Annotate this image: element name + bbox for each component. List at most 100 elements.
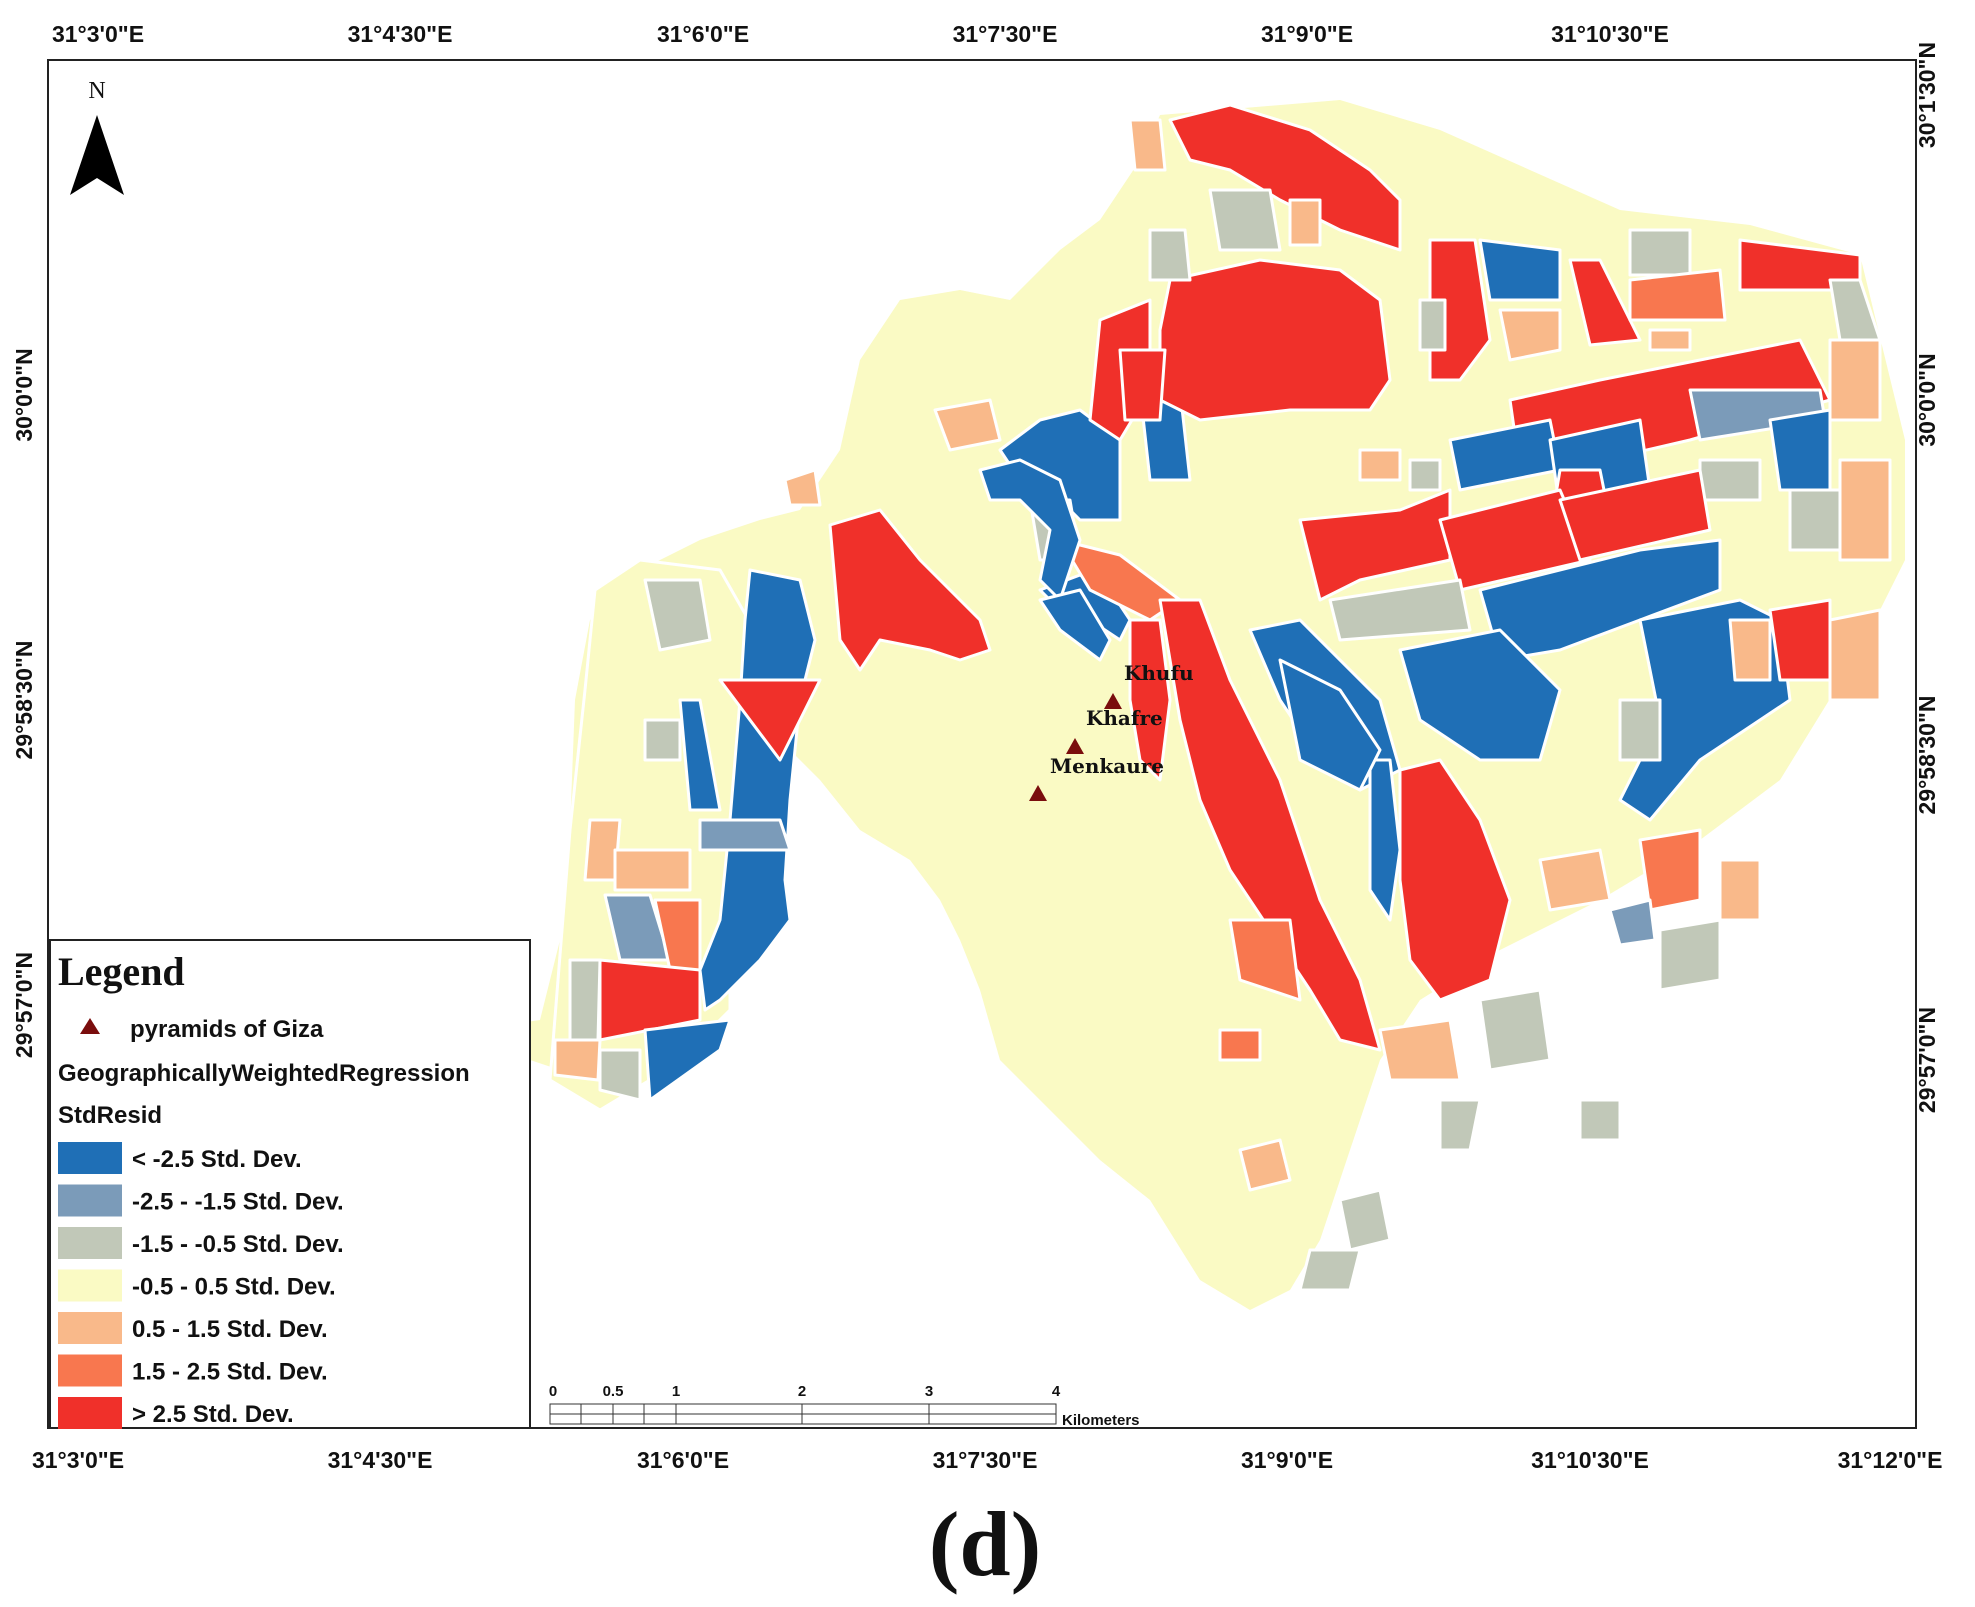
- legend-class-label: 1.5 - 2.5 Std. Dev.: [132, 1359, 328, 1386]
- north-arrow-label: N: [88, 78, 105, 104]
- district-blue-canal: [978, 458, 1082, 602]
- north-arrow-icon: [70, 115, 124, 195]
- north-arrow: N: [70, 78, 124, 195]
- pyramid-label-menkaure: Menkaure: [1050, 754, 1164, 778]
- district-se-salmon: [1638, 828, 1702, 912]
- legend-class-label: > 2.5 Std. Dev.: [132, 1401, 294, 1428]
- left-lat-label: 29°58'30"N: [11, 641, 37, 760]
- district-mid-orange-4: [1828, 608, 1882, 702]
- bottom-lon-label: 31°10'30"E: [1531, 1447, 1649, 1473]
- legend-point-layer: pyramids of Giza: [130, 1016, 324, 1043]
- district-diagonal-red: [1158, 598, 1382, 1052]
- left-latitude-labels: 30°0'0"N 29°58'30"N 29°57'0"N: [11, 348, 37, 1058]
- pyramid-marker-khufu[interactable]: [1104, 693, 1122, 709]
- district-east-blue-3: [1768, 408, 1832, 492]
- district-se-gray: [1478, 988, 1552, 1072]
- legend-swatch: [58, 1269, 122, 1302]
- district-se-steel: [1608, 898, 1657, 947]
- district-east-gray-3: [1788, 488, 1842, 552]
- scale-bar-tick-label: 0: [549, 1383, 557, 1400]
- legend-class-label: < -2.5 Std. Dev.: [132, 1146, 302, 1173]
- legend-class-label: -2.5 - -1.5 Std. Dev.: [132, 1189, 344, 1216]
- district-se-gray-4: [1338, 1188, 1392, 1252]
- right-lat-label: 29°57'0"N: [1914, 1007, 1940, 1113]
- district-north-gray-2: [1148, 228, 1192, 282]
- legend-class-label: -1.5 - -0.5 Std. Dev.: [132, 1231, 344, 1258]
- district-se-orange-4: [1238, 1138, 1292, 1192]
- district-se-gray-3: [1578, 1098, 1622, 1142]
- legend-swatch: [58, 1142, 122, 1174]
- legend-swatch: [58, 1184, 122, 1217]
- district-central-orange-2: [933, 398, 1002, 452]
- district-ne-orange-2: [1628, 268, 1727, 322]
- top-lon-label: 31°7'30"E: [953, 21, 1058, 47]
- district-west-gray-3: [568, 958, 602, 1042]
- top-lon-label: 31°6'0"E: [657, 21, 749, 47]
- scale-bar-tick-label: 3: [925, 1383, 933, 1400]
- district-se-orange-3: [1718, 858, 1762, 922]
- top-lon-label: 31°3'0"E: [52, 21, 144, 47]
- pyramids-layer: Khufu Khafre Menkaure: [1029, 661, 1194, 801]
- district-mid-gray-3: [1618, 698, 1662, 762]
- district-west-blue-2: [643, 1018, 732, 1102]
- legend-layer-name: GeographicallyWeightedRegression: [58, 1060, 470, 1087]
- district-ne-orange-3: [1648, 328, 1692, 352]
- district-se-gray-6: [1438, 1098, 1482, 1152]
- district-central-orange: [783, 468, 822, 507]
- district-se-orange: [1378, 1018, 1462, 1082]
- district-west-gray: [643, 578, 712, 652]
- district-north-gray: [1208, 188, 1282, 252]
- district-central-red: [828, 508, 992, 672]
- district-west-red-triangle: [718, 678, 822, 762]
- district-ne-gray-2: [1628, 228, 1692, 277]
- legend-box: [49, 939, 531, 1429]
- district-west-orange-3: [553, 1038, 602, 1082]
- bottom-longitude-labels: 31°3'0"E 31°4'30"E 31°6'0"E 31°7'30"E 31…: [32, 1447, 1942, 1473]
- district-mid-blue-3: [1398, 628, 1562, 762]
- bottom-lon-label: 31°6'0"E: [637, 1447, 729, 1473]
- pyramid-marker-menkaure[interactable]: [1029, 785, 1047, 801]
- district-ne-gray: [1418, 298, 1447, 352]
- district-mid-orange-3: [1728, 618, 1772, 682]
- left-lat-label: 30°0'0"N: [11, 348, 37, 441]
- district-diagonal-red-3: [1398, 758, 1512, 1002]
- bottom-lon-label: 31°4'30"E: [328, 1447, 433, 1473]
- legend-class-label: -0.5 - 0.5 Std. Dev.: [132, 1274, 336, 1301]
- district-blue-canal-2: [1038, 588, 1112, 662]
- district-mid-gray-2: [1328, 578, 1472, 642]
- district-se-gray-5: [1298, 1248, 1362, 1292]
- district-ne-orange: [1498, 308, 1562, 362]
- bottom-lon-label: 31°12'0"E: [1838, 1447, 1943, 1473]
- district-ne-blue: [1478, 238, 1562, 302]
- scale-bar-tick-label: 0.5: [603, 1383, 624, 1400]
- pyramid-label-khufu: Khufu: [1124, 661, 1194, 685]
- district-west-steel: [698, 818, 792, 852]
- scale-bar: 0 0.5 1 2 3 4 Kilometers: [549, 1383, 1140, 1429]
- legend-field: StdResid: [58, 1102, 162, 1129]
- top-lon-label: 31°4'30"E: [348, 21, 453, 47]
- right-latitude-labels: 30°1'30"N 30°0'0"N 29°58'30"N 29°57'0"N: [1914, 42, 1940, 1113]
- district-mid-red-2: [1438, 488, 1592, 592]
- top-lon-label: 31°9'0"E: [1261, 21, 1353, 47]
- right-lat-label: 30°1'30"N: [1914, 42, 1940, 148]
- scale-bar-tick-label: 1: [672, 1383, 680, 1400]
- district-west-orange-2: [613, 848, 692, 892]
- district-north-orange: [1288, 198, 1322, 247]
- district-mid-gray: [1408, 458, 1442, 492]
- legend-classes: < -2.5 Std. Dev. -2.5 - -1.5 Std. Dev. -1.…: [58, 1142, 344, 1429]
- district-se-salmon-2: [1218, 1028, 1262, 1062]
- legend: Legend pyramids of Giza GeographicallyWe…: [49, 939, 531, 1429]
- district-se-orange-2: [1538, 848, 1612, 912]
- scale-bar-ticks: 0 0.5 1 2 3 4: [549, 1383, 1061, 1400]
- district-north-orange-2: [1128, 118, 1167, 172]
- legend-pyramid-icon: [80, 1018, 100, 1034]
- legend-class-label: 0.5 - 1.5 Std. Dev.: [132, 1316, 328, 1343]
- pyramid-marker-khafre[interactable]: [1066, 738, 1084, 754]
- pyramid-label-khafre: Khafre: [1086, 706, 1163, 730]
- right-lat-label: 30°0'0"N: [1914, 353, 1940, 446]
- legend-swatch: [58, 1227, 122, 1259]
- legend-swatch: [58, 1354, 122, 1387]
- scale-bar-tick-label: 4: [1052, 1383, 1061, 1400]
- district-mid-red-3: [1558, 468, 1712, 562]
